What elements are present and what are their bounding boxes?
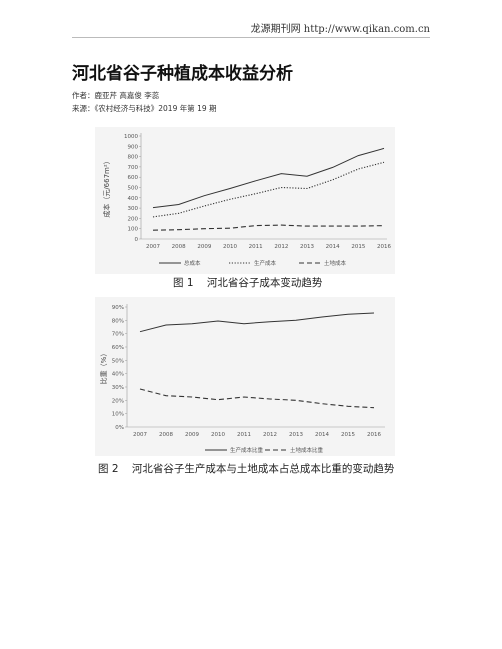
x-tick-label: 2009 — [197, 244, 211, 250]
y-tick-label: 100 — [128, 227, 139, 233]
x-tick-label: 2014 — [326, 244, 340, 250]
figure-2-caption: 图 2 河北省谷子生产成本与土地成本占总成本比重的变动趋势 — [98, 463, 395, 475]
x-tick-label: 2016 — [367, 432, 381, 438]
y-tick-label: 800 — [128, 155, 139, 161]
y-tick-label: 600 — [128, 175, 139, 181]
x-tick-label: 2008 — [172, 244, 186, 250]
y-tick-label: 30% — [112, 385, 124, 391]
y-tick-label: 0 — [135, 237, 139, 243]
y-tick-label: 70% — [112, 332, 124, 338]
y-axis-title: 比重（%） — [99, 350, 108, 385]
y-tick-label: 1000 — [124, 134, 138, 140]
y-tick-label: 400 — [128, 196, 139, 202]
x-tick-label: 2009 — [185, 432, 199, 438]
x-tick-label: 2012 — [263, 432, 277, 438]
x-tick-label: 2015 — [351, 244, 365, 250]
y-tick-label: 50% — [112, 358, 124, 364]
x-tick-label: 2012 — [274, 244, 288, 250]
x-tick-label: 2010 — [223, 244, 237, 250]
article-source: 来源：《农村经济与科技》2019 年第 19 期 — [72, 104, 217, 113]
y-tick-label: 10% — [112, 412, 124, 418]
y-tick-label: 700 — [128, 165, 139, 171]
y-tick-label: 60% — [112, 345, 124, 351]
legend-label-1: 总成本 — [184, 259, 201, 267]
legend-label-2: 生产成本 — [254, 259, 277, 267]
y-tick-label: 80% — [112, 318, 124, 324]
y-tick-label: 40% — [112, 372, 124, 378]
x-tick-label: 2013 — [300, 244, 314, 250]
x-tick-label: 2011 — [249, 244, 263, 250]
y-tick-label: 200 — [128, 216, 139, 222]
article-title: 河北省谷子种植成本收益分析 — [72, 64, 293, 84]
legend-label-1: 生产成本比重 — [230, 446, 264, 454]
series-line-1 — [152, 147, 385, 209]
series-line-1 — [139, 312, 375, 333]
cost-share-chart: 0% 10% 20% 30% 40% 50% 60% 70% 80% 90% 2007 2008 200… — [99, 304, 385, 454]
cost-trend-chart: 0 100 200 300 400 500 600 700 800 900 1000 2007 2008… — [102, 133, 391, 267]
figure-1: 0 100 200 300 400 500 600 700 800 900 1000 2007 2008… — [95, 127, 395, 274]
x-tick-label: 2007 — [146, 244, 160, 250]
x-tick-label: 2013 — [289, 432, 303, 438]
legend-label-3: 土地成本 — [324, 259, 347, 267]
legend-label-2: 土地成本比重 — [290, 446, 324, 454]
header-rule — [72, 37, 430, 38]
x-tick-label: 2015 — [341, 432, 355, 438]
y-tick-label: 90% — [112, 305, 124, 311]
x-tick-label: 2011 — [237, 432, 251, 438]
x-tick-label: 2010 — [211, 432, 225, 438]
y-tick-label: 20% — [112, 398, 124, 404]
article-authors: 作者：鹿亚芹 高嘉俊 李蕊 — [72, 91, 160, 100]
series-line-3 — [152, 224, 385, 231]
x-tick-label: 2007 — [133, 432, 147, 438]
y-axis-title: 成本（元/667m²） — [102, 157, 111, 217]
x-tick-label: 2014 — [315, 432, 329, 438]
series-line-2 — [139, 388, 375, 409]
y-tick-label: 500 — [128, 186, 139, 192]
figure-1-caption: 图 1 河北省谷子成本变动趋势 — [173, 277, 323, 289]
figure-2: 0% 10% 20% 30% 40% 50% 60% 70% 80% 90% 2007 2008 200… — [95, 297, 395, 456]
x-tick-label: 2008 — [159, 432, 173, 438]
y-tick-label: 0% — [115, 425, 124, 431]
y-tick-label: 300 — [128, 206, 139, 212]
y-tick-label: 900 — [128, 144, 139, 150]
series-line-2 — [152, 161, 385, 218]
journal-source-header: 龙源期刊网 http://www.qikan.com.cn — [250, 24, 430, 35]
x-tick-label: 2016 — [377, 244, 391, 250]
